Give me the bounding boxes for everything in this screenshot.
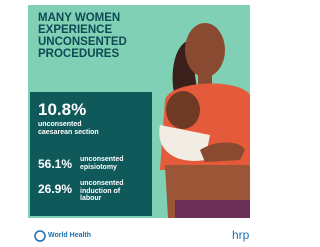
footer-left: World Health (48, 232, 91, 239)
stat-label-line: unconsented (80, 180, 124, 188)
stat-label-line: unconsented (38, 121, 99, 129)
baby-head (166, 91, 200, 129)
stat-label-line: episiotomy (80, 164, 124, 172)
page: {"title_lines": ["MANY WOMEN", "EXPERIEN… (0, 0, 279, 247)
stat-label-line: caesarean section (38, 129, 99, 137)
stat-value: 10.8% (38, 101, 86, 119)
footer-right: hrp (232, 228, 249, 242)
title-line: EXPERIENCE (38, 24, 158, 36)
stat-value: 26.9% (38, 183, 72, 196)
trousers (175, 200, 250, 218)
stat-label-line: induction of (80, 188, 124, 196)
title-line: PROCEDURES (38, 48, 158, 60)
title-line: MANY WOMEN (38, 12, 158, 24)
stat-label-line: labour (80, 195, 124, 203)
stat-label-line: unconsented (80, 156, 124, 164)
title-line: UNCONSENTED (38, 36, 158, 48)
stat-value: 56.1% (38, 158, 72, 171)
head (185, 23, 225, 77)
